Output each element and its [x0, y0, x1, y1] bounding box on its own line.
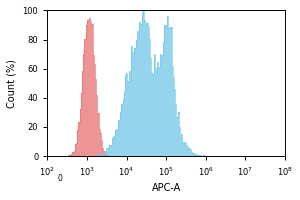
X-axis label: APC-A: APC-A — [152, 183, 181, 193]
Polygon shape — [47, 10, 285, 156]
Y-axis label: Count (%): Count (%) — [7, 59, 17, 108]
Polygon shape — [47, 18, 285, 156]
Text: 0: 0 — [58, 174, 63, 183]
